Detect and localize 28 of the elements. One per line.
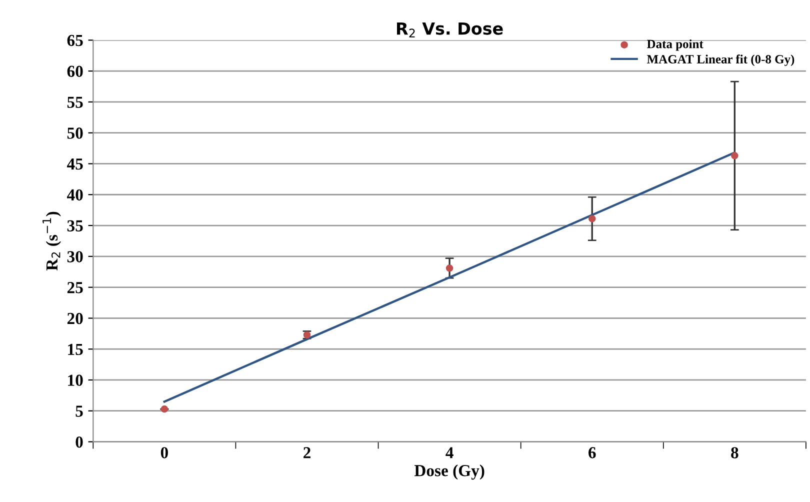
y-tick-label: 20: [67, 312, 83, 324]
point: [588, 215, 596, 222]
y-axis-title: R$_{2}$ (s$^{−1}$): [42, 212, 61, 271]
y-tick-label: 30: [67, 251, 83, 262]
y-tick-label: 40: [66, 189, 83, 201]
x-tick-label: 2: [304, 447, 310, 458]
x-tick-label: 0: [160, 447, 168, 458]
x-axis-title: Dose (Gy): [414, 464, 484, 480]
y-tick-label: 55: [67, 96, 83, 108]
y-tick-label: 35: [67, 220, 83, 232]
y-tick-label: 25: [67, 282, 83, 294]
point: [446, 264, 454, 272]
legend-label: Data point: [647, 39, 704, 51]
y-tick-label: 65: [67, 34, 83, 46]
y-tick-label: 45: [66, 158, 83, 170]
x-tick-label: 4: [446, 447, 454, 458]
point: [731, 152, 738, 160]
y-tick-label: 10: [68, 374, 83, 386]
y-tick-label: 60: [67, 66, 83, 77]
x-tick-label: 6: [588, 447, 596, 458]
x-tick-label: 8: [731, 447, 738, 458]
y-tick-label: 0: [76, 436, 83, 448]
legend-label: MAGAT Linear fit (0-8 Gy): [646, 54, 794, 66]
y-tick-label: 50: [67, 128, 83, 139]
point: [160, 405, 168, 413]
chart-title: R$_{2}$ Vs. Dose: [397, 22, 503, 38]
y-tick-label: 5: [76, 406, 83, 417]
y-tick-label: 15: [68, 344, 83, 356]
